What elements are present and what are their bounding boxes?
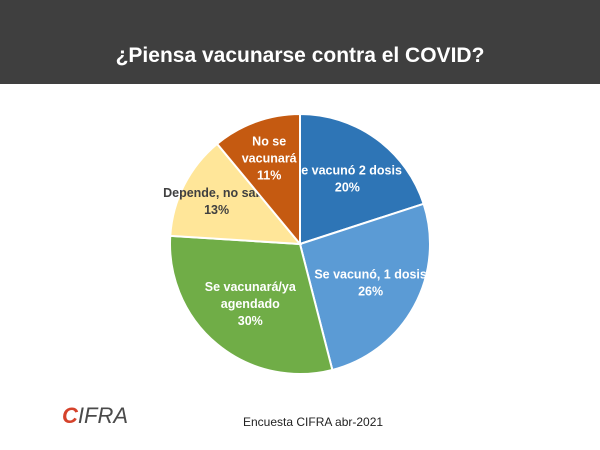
title-bar <box>0 0 600 84</box>
chart-title: ¿Piensa vacunarse contra el COVID? <box>115 44 485 67</box>
slice-label: Depende, no sabe 13% <box>163 186 270 217</box>
slice-value-label: 26% <box>358 284 383 298</box>
slice-label: Se vacunará/ya agendado 30% <box>205 280 297 328</box>
slice-value-label: 30% <box>238 314 263 328</box>
slice-category-label: Depende, no sabe <box>163 186 270 200</box>
slice-label: Se vacunó, 1 dosis 26% <box>314 267 427 298</box>
pie-slice <box>215 112 301 247</box>
slice-category-label: agendado <box>221 297 280 311</box>
slice-category-label: Se vacunó 2 dosis <box>293 163 402 177</box>
slice-category-label: Se vacunará/ya <box>205 280 297 294</box>
slice-value-label: 13% <box>204 203 229 217</box>
slice-category-label: vacunará <box>242 151 297 165</box>
pie-slice <box>299 112 425 246</box>
pie-slice <box>169 234 334 375</box>
source-note: Encuesta CIFRA abr-2021 <box>243 415 384 429</box>
slice-category-label: Se vacunó, 1 dosis <box>314 267 427 281</box>
pie-slice <box>298 202 431 372</box>
pie-slice <box>169 142 303 246</box>
slice-value-label: 11% <box>257 168 281 182</box>
slice-label: No se vacunará 11% <box>242 134 297 182</box>
cifra-logo: CIFRA <box>62 403 129 428</box>
slice-value-label: 20% <box>335 180 360 194</box>
slice-category-label: No se <box>252 134 286 148</box>
slice-label: Se vacunó 2 dosis 20% <box>293 163 402 194</box>
